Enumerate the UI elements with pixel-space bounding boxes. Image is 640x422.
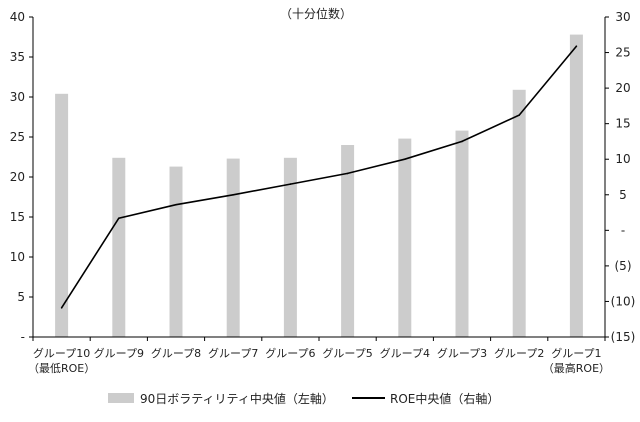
axes: - 5 10 15 20 25 30 35 40 (15) (10) (5) - 5 10 15 20 25 30 <box>10 10 636 344</box>
legend-line-label: ROE中央値（右軸） <box>390 391 499 406</box>
left-tick-label: 40 <box>10 10 25 24</box>
x-tick-label: グループ2 <box>494 346 544 360</box>
right-tick-label: (5) <box>615 259 632 273</box>
left-tick-label: - <box>21 330 25 344</box>
x-tick-label: グループ1 <box>551 346 601 360</box>
bar <box>55 93 69 337</box>
left-tick-label: 25 <box>10 130 25 144</box>
right-tick-label: 15 <box>615 117 630 131</box>
line-point <box>118 217 120 220</box>
legend-bar-swatch <box>108 393 134 403</box>
line-point <box>461 140 463 143</box>
left-tick-label: 35 <box>10 50 25 64</box>
x-tick-label: グループ10 <box>33 346 90 360</box>
line-point <box>175 203 177 206</box>
x-tick-label: グループ5 <box>322 346 372 360</box>
bar <box>569 34 583 337</box>
line-point <box>404 158 406 161</box>
left-tick-label: 20 <box>10 170 25 184</box>
right-tick-label: 10 <box>615 152 630 166</box>
bar <box>226 158 240 337</box>
x-tick-label: （最低ROE） <box>28 362 95 375</box>
x-tick-label: （最高ROE） <box>543 361 610 375</box>
right-tick-label: 30 <box>615 10 630 24</box>
line-point <box>232 193 234 196</box>
bar <box>512 89 526 337</box>
line-point <box>289 183 292 185</box>
bar-series <box>55 34 583 337</box>
x-tick-label: グループ9 <box>94 346 144 360</box>
bar <box>283 157 297 337</box>
chart-subtitle: （十分位数） <box>280 6 352 21</box>
legend: 90日ボラティリティ中央値（左軸） ROE中央値（右軸） <box>108 391 499 406</box>
bar <box>341 145 355 337</box>
x-axis-labels: グループ10 （最低ROE） グループ9 グループ8 グループ7 グループ6 グループ5 グル… <box>28 346 610 375</box>
legend-bar-label: 90日ボラティリティ中央値（左軸） <box>140 391 334 406</box>
line-point <box>518 114 520 116</box>
x-tick-label: グループ8 <box>151 346 201 360</box>
line-point <box>60 307 63 309</box>
line-series <box>60 45 578 309</box>
right-tick-label: 25 <box>615 46 630 60</box>
line-point <box>575 45 578 47</box>
x-tick-label: グループ6 <box>265 346 315 360</box>
right-tick-label: - <box>621 223 625 237</box>
left-tick-label: 30 <box>10 90 25 104</box>
x-tick-label: グループ3 <box>437 346 487 360</box>
right-tick-label: 5 <box>619 188 627 202</box>
left-tick-label: 5 <box>17 290 25 304</box>
x-tick-label: グループ7 <box>208 346 258 360</box>
bar <box>455 130 469 337</box>
x-tick-label: グループ4 <box>380 346 430 360</box>
right-tick-label: 20 <box>615 81 630 95</box>
right-tick-label: (10) <box>611 294 636 308</box>
bar <box>169 166 183 337</box>
right-tick-label: (15) <box>611 330 636 344</box>
bar <box>112 157 126 337</box>
line-point <box>346 172 349 175</box>
bar <box>398 138 412 337</box>
left-tick-label: 10 <box>10 250 25 264</box>
roe-line <box>60 45 578 309</box>
left-tick-label: 15 <box>10 210 25 224</box>
